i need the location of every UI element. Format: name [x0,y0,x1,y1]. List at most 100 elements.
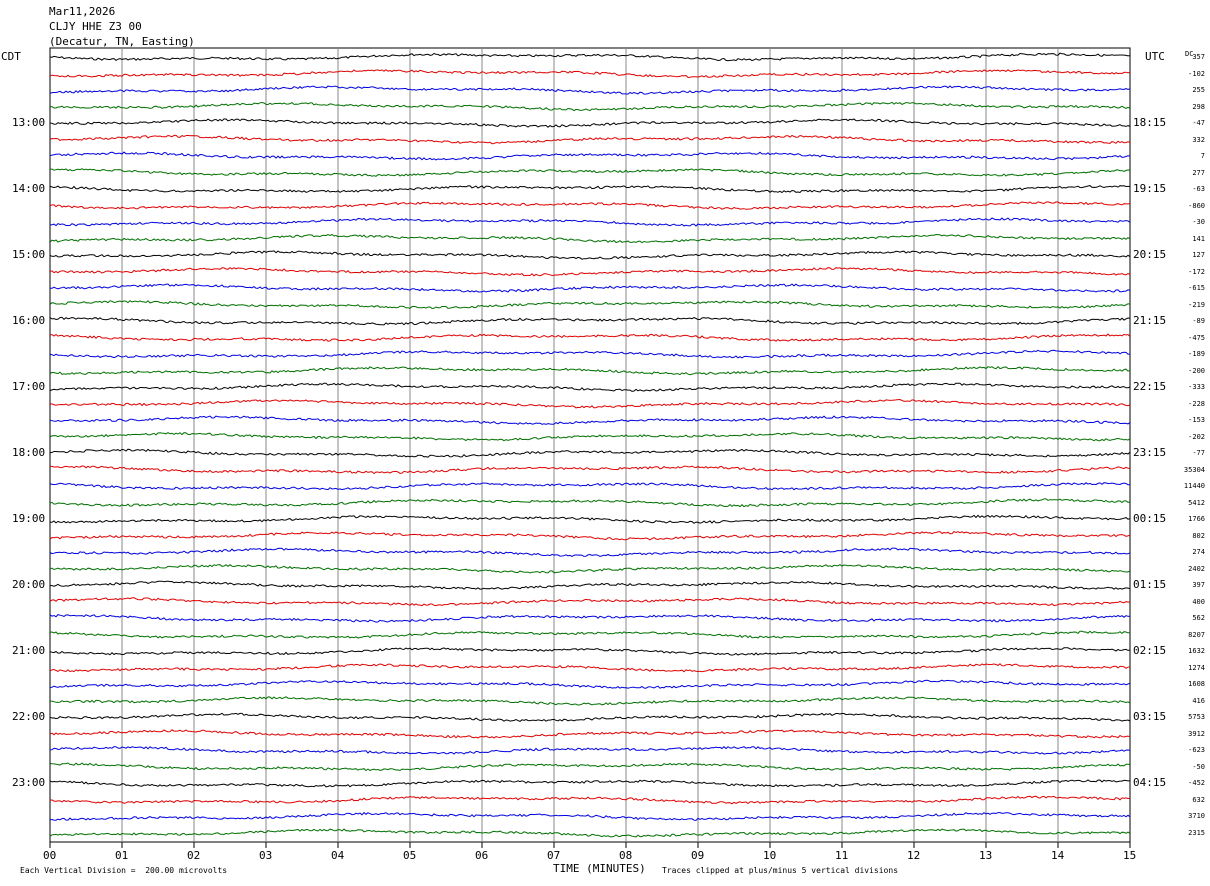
left-hour-label: 15:00 [12,248,46,262]
dc-offset-label: -89 [1192,317,1205,326]
dc-offset-label: -333 [1188,383,1205,392]
trace-line [49,233,1131,244]
dc-offset-label: -615 [1188,284,1205,293]
dc-offset-label: 3912 [1188,729,1205,738]
right-hour-label: 04:15 [1133,776,1167,790]
right-hour-label: 19:15 [1133,182,1167,196]
clip-note: Traces clipped at plus/minus 5 vertical … [662,866,899,875]
right-hour-label: 03:15 [1133,710,1167,724]
right-timezone-label: UTC [1145,50,1165,63]
x-tick-label: 06 [475,849,489,862]
dc-offset-label: 274 [1192,548,1205,557]
right-hour-label: 18:15 [1133,116,1167,130]
x-tick-label: 07 [547,849,561,862]
trace-line [49,382,1131,392]
dc-offset-label: 11440 [1183,482,1205,491]
trace-line [49,563,1131,574]
dc-offset-label: -219 [1188,300,1205,309]
right-hour-label: 20:15 [1133,248,1167,262]
trace-line [49,398,1131,409]
location-label: (Decatur, TN, Easting) [49,35,195,48]
x-tick-label: 05 [403,849,417,862]
trace-line [49,547,1131,557]
dc-offset-label: 397 [1192,581,1205,590]
trace-line [49,746,1131,755]
right-hour-label: 02:15 [1133,644,1167,658]
x-tick-label: 10 [763,849,777,862]
trace-line [49,118,1131,128]
trace-line [49,333,1131,342]
x-tick-label: 11 [835,849,849,862]
dc-offset-label: 802 [1192,531,1205,540]
trace-line [49,52,1131,62]
trace-line [49,580,1131,590]
right-hour-label: 01:15 [1133,578,1167,592]
right-hour-label: 00:15 [1133,512,1167,526]
dc-offset-label: 1766 [1188,515,1205,524]
left-hour-label: 22:00 [12,710,46,724]
dc-offset-label: -77 [1192,449,1205,458]
trace-line [49,614,1131,623]
left-timezone-label: CDT [1,50,21,63]
x-tick-label: 03 [259,849,273,862]
dc-offset-label: 1608 [1188,680,1205,689]
dc-offset-label: 35304 [1183,465,1205,474]
left-hour-label: 17:00 [12,380,46,394]
trace-line [49,514,1131,524]
dc-offset-label: 8207 [1188,630,1205,639]
trace-line [49,201,1131,210]
trace-line [49,762,1131,772]
dc-offset-label: -475 [1188,333,1205,342]
x-tick-label: 13 [979,849,993,862]
trace-line [49,415,1131,425]
trace-line [49,366,1131,376]
dc-offset-label: -200 [1188,366,1205,375]
dc-offset-label: 3710 [1188,812,1205,821]
left-hour-label: 13:00 [12,116,46,130]
x-tick-label: 00 [43,849,57,862]
trace-line [49,531,1131,541]
trace-line [49,679,1131,689]
right-hour-label: 23:15 [1133,446,1167,460]
trace-line [49,349,1131,359]
trace-line [49,597,1131,607]
dc-offset-label: -50 [1192,762,1205,771]
trace-line [49,795,1131,805]
dc-offset-label: 632 [1192,795,1205,804]
trace-line [50,168,1131,177]
division-note: Each Vertical Division = 200.00 microvol… [20,866,228,875]
dc-offset-label: -189 [1188,350,1205,359]
x-tick-label: 14 [1051,849,1065,862]
trace-line [50,811,1131,821]
dc-offset-label: 1632 [1188,647,1205,656]
left-hour-label: 16:00 [12,314,46,328]
trace-line [49,663,1131,673]
dc-offset-label: 416 [1192,696,1205,705]
trace-line [49,151,1131,161]
trace-line [49,828,1131,838]
trace-line [49,432,1131,442]
trace-line [49,101,1131,112]
plot-frame [49,47,1131,843]
dc-offset-label: 562 [1192,614,1205,623]
dc-offset-label: 141 [1192,234,1205,243]
dc-offset-label: 332 [1192,135,1205,144]
trace-line [49,712,1131,722]
dc-offset-label: 5412 [1188,498,1205,507]
trace-line [50,696,1131,706]
left-hour-label: 20:00 [12,578,46,592]
trace-line [49,729,1131,739]
dc-offset-label: -153 [1188,416,1205,425]
trace-line [49,630,1130,639]
station-label: CLJY HHE Z3 00 [49,20,142,33]
x-tick-label: 02 [187,849,201,862]
dc-offset-label: -860 [1188,201,1205,210]
dc-offset-label: 2315 [1188,829,1205,837]
date-label: Mar11,2026 [49,5,116,18]
trace-line [49,498,1131,508]
trace-line [49,647,1131,656]
trace-line [49,185,1130,194]
trace-line [49,465,1131,475]
dc-offset-label: 277 [1192,168,1205,177]
